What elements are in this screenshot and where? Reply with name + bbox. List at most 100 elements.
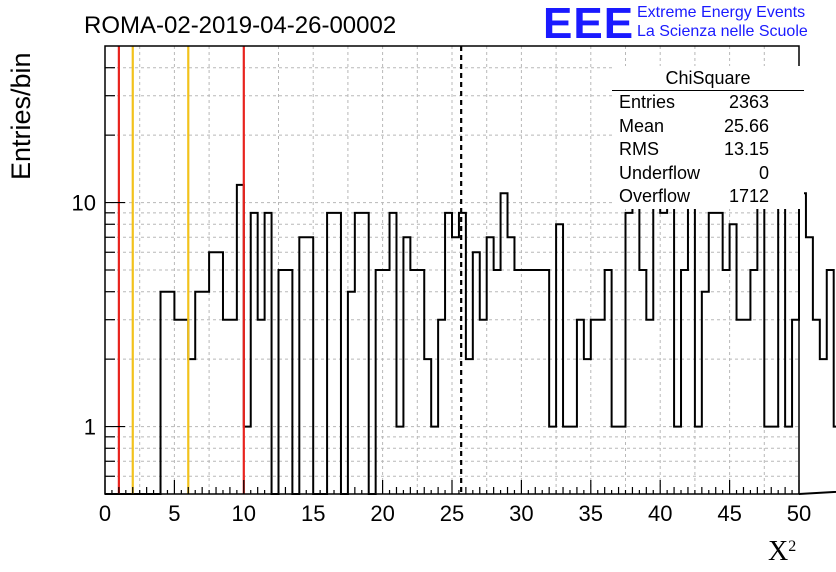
histogram-bin <box>827 270 834 494</box>
histogram-bin <box>209 252 216 494</box>
x-tick-label: 25 <box>440 501 464 526</box>
histogram-bin <box>646 320 653 494</box>
stats-label: Mean <box>619 115 665 136</box>
histogram-bin <box>438 320 445 494</box>
stats-value: 2363 <box>728 92 769 112</box>
histogram-bin <box>223 320 230 494</box>
histogram-bin <box>799 193 806 494</box>
histogram-bin <box>743 320 750 494</box>
histogram-bin <box>750 270 757 494</box>
x-tick-label: 45 <box>717 501 741 526</box>
stats-label: Underflow <box>619 162 701 183</box>
stats-row-mean: Mean 25.66 <box>612 115 804 139</box>
stats-box: ChiSquare Entries 2363 Mean 25.66 RMS 13… <box>612 66 804 209</box>
histogram-bin <box>535 270 542 494</box>
histogram-bin <box>639 270 646 494</box>
y-tick-label: 1 <box>84 415 96 440</box>
stats-title: ChiSquare <box>612 66 804 91</box>
histogram-bin <box>501 193 508 494</box>
x-axis-label-superscript: 2 <box>788 538 797 555</box>
histogram-bin <box>632 185 639 494</box>
histogram-bin <box>285 270 292 494</box>
run-title: ROMA-02-2019-04-26-00002 <box>84 12 397 39</box>
logo-line-1: Extreme Energy Events <box>637 4 806 21</box>
stats-label: Entries <box>619 92 676 112</box>
histogram-bin <box>792 320 799 494</box>
stats-label: Overflow <box>619 186 691 206</box>
histogram-bin <box>161 292 168 494</box>
histogram-bin <box>653 185 660 494</box>
histogram-bin <box>334 213 341 494</box>
histogram-bin <box>216 252 223 494</box>
histogram-bin <box>299 237 306 494</box>
histogram-bin <box>355 213 362 494</box>
stats-value: 25.66 <box>723 115 769 136</box>
histogram-bin <box>348 292 355 494</box>
histogram-bin <box>626 213 633 494</box>
histogram-bin <box>667 170 674 494</box>
x-axis-label: X2 <box>768 536 796 568</box>
histogram-bin <box>605 270 612 494</box>
histogram-bin <box>494 270 501 494</box>
stats-value: 13.15 <box>723 139 769 159</box>
histogram-bin <box>383 270 390 494</box>
histogram-bin <box>306 237 313 494</box>
stats-row-underflow: Underflow 0 <box>612 162 804 186</box>
y-axis-ticks: 1 10 <box>72 67 125 477</box>
histogram-bin <box>806 237 813 494</box>
x-tick-label: 5 <box>168 501 180 526</box>
x-axis-ticks: 0 5 10 15 20 25 30 35 40 45 50 <box>99 480 811 526</box>
x-axis-label-base: X <box>768 536 789 567</box>
x-tick-label: 15 <box>301 501 325 526</box>
histogram-bin <box>251 213 258 494</box>
stats-value: 1712 <box>728 186 769 206</box>
histogram-bin <box>660 213 667 494</box>
stats-row-rms: RMS 13.15 <box>612 138 804 162</box>
histogram-bin <box>376 270 383 494</box>
histogram-bin <box>480 320 487 494</box>
histogram-bin <box>410 270 417 494</box>
stats-row-overflow: Overflow 1712 <box>612 185 804 209</box>
histogram-bin <box>362 213 369 494</box>
histogram-bin <box>598 320 605 494</box>
histogram-bin <box>174 320 181 494</box>
histogram-bin <box>487 237 494 494</box>
logo-line-2: La Scienza nelle Scuole <box>637 23 808 40</box>
histogram-bin <box>591 320 598 494</box>
histogram-bin <box>202 292 209 494</box>
histogram-bin <box>514 270 521 494</box>
x-tick-label: 0 <box>99 501 111 526</box>
x-tick-label: 50 <box>787 501 811 526</box>
histogram-bin <box>403 237 410 494</box>
histogram-bin <box>681 270 688 494</box>
histogram-bin <box>265 213 272 494</box>
histogram-bin <box>702 292 709 494</box>
histogram-bin <box>195 292 202 494</box>
histogram-bin <box>473 252 480 494</box>
histogram-bin <box>521 270 528 494</box>
histogram-bin <box>167 292 174 494</box>
histogram-bin <box>820 359 827 494</box>
stats-row-entries: Entries 2363 <box>612 91 804 115</box>
histogram-bin <box>327 213 334 494</box>
histogram-bin <box>452 237 459 494</box>
x-tick-label: 20 <box>370 501 394 526</box>
histogram-bin <box>508 237 515 494</box>
histogram-bin <box>445 213 452 494</box>
histogram-bin <box>459 213 466 494</box>
y-tick-label: 10 <box>72 191 96 216</box>
histogram-bin <box>813 320 820 494</box>
histogram-bin <box>737 320 744 494</box>
x-tick-label: 30 <box>509 501 533 526</box>
x-tick-label: 40 <box>648 501 672 526</box>
eee-logo: EEE <box>543 0 635 48</box>
x-tick-label: 35 <box>579 501 603 526</box>
histogram-bin <box>528 270 535 494</box>
histogram-bin <box>577 320 584 494</box>
histogram-bin <box>230 320 237 494</box>
histogram-bin <box>258 320 265 494</box>
histogram-bin <box>688 185 695 494</box>
histogram-bin <box>716 213 723 494</box>
histogram-bin <box>279 270 286 494</box>
stats-value: 0 <box>758 162 769 183</box>
